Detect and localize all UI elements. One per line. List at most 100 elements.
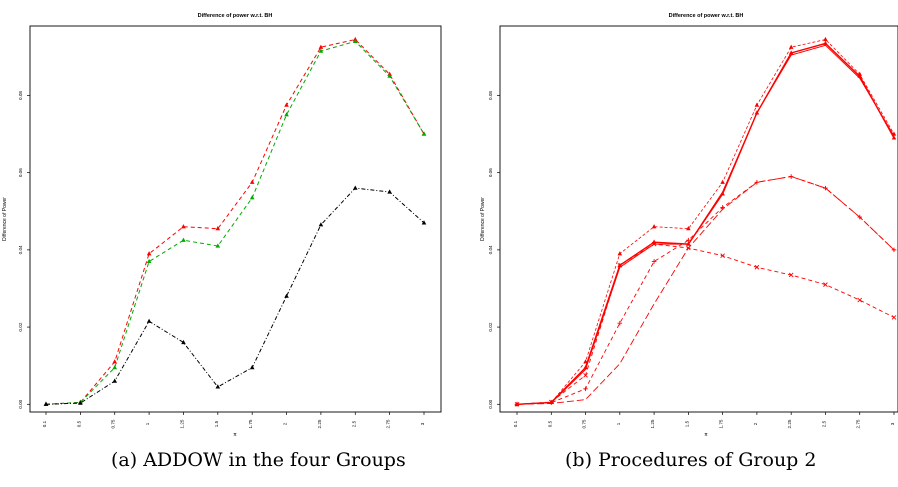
chart-a-xlabel: π: [233, 432, 237, 438]
chart-a-series-1-point: [146, 258, 152, 264]
chart-b-series-5-point: [754, 264, 760, 270]
chart-b-xtick-label: 2.25: [787, 419, 792, 428]
chart-a-ytick-label: 0.08: [18, 91, 23, 100]
chart-b-ytick-label: 0.04: [488, 245, 493, 254]
chart-b-series-0-point: [651, 224, 657, 229]
chart-a-series-2-point: [352, 185, 358, 190]
chart-b-series-0-point: [720, 179, 725, 184]
chart-b-series-5-point: [788, 272, 794, 278]
chart-b-series-5-line: [516, 243, 895, 405]
chart-b-xtick-label: 1: [616, 422, 621, 425]
chart-b-series-3-point: [548, 400, 554, 406]
chart-b-series-5-point: [651, 241, 657, 247]
chart-a-series-1-point: [215, 243, 221, 248]
chart-b-ytick-label: 0.00: [488, 399, 493, 408]
chart-a-series-2-point: [318, 222, 324, 227]
chart-a-series-1-point: [112, 365, 118, 370]
chart-b-series-5-point: [857, 297, 863, 303]
chart-b-series-1-point: [823, 40, 828, 45]
chart-a-series-2-point: [284, 293, 289, 298]
chart-b-ytick-label: 0.08: [488, 91, 493, 100]
chart-a-xtick-label: 2: [283, 422, 288, 425]
chart-b-series-0-point: [686, 226, 691, 231]
chart-a-series-2-point: [112, 378, 118, 383]
chart-a-series-1-point: [181, 237, 186, 242]
chart-b-series-2-line: [516, 44, 895, 405]
chart-a-series-0-point: [249, 179, 255, 184]
chart-a-ytick-label: 0.00: [18, 399, 23, 408]
chart-a-xtick-label: 0.75: [111, 419, 116, 428]
chart-b-series-0-point: [788, 44, 794, 49]
chart-a-series-0-point: [215, 226, 221, 231]
chart-b-series-1-point: [583, 365, 588, 370]
chart-a-series-1-point: [249, 195, 255, 200]
chart-b-series-3-point: [651, 259, 657, 264]
chart-a-xtick-label: 1.25: [179, 419, 184, 428]
chart-b-xlabel: π: [704, 432, 708, 438]
chart-b-series-3-line: [516, 176, 895, 405]
chart-b-axes: 0.00 0.02 0.04 0.06 0.08 0.1 0.5 0.75 1 1.25 1.5 1.…: [488, 91, 895, 429]
chart-b-series-3-point: [686, 237, 691, 243]
chart-b-series-5-point: [548, 399, 554, 405]
chart-a-xtick-label: 1: [145, 422, 150, 425]
chart-a-xtick-label: 1.75: [248, 419, 253, 428]
chart-a-series-0-point: [181, 224, 186, 229]
chart-a-series-0-line: [45, 38, 425, 405]
chart-a-xtick-label: 0.5: [76, 420, 81, 427]
chart-a: Difference of power w.r.t. BH Difference…: [2, 13, 442, 438]
chart-b-title: Difference of power w.r.t. BH: [669, 13, 744, 19]
chart-b-series-5-point: [823, 282, 828, 287]
chart-b-xtick-label: 0.1: [513, 420, 518, 427]
chart-b-series-3-point: [583, 386, 588, 392]
chart-b-series-5-point: [514, 401, 520, 407]
chart-a-series-0-point: [284, 102, 289, 107]
caption-b: (b) Procedures of Group 2: [565, 449, 817, 471]
chart-a-series-1-point: [318, 48, 324, 53]
chart-b-ylabel: Difference of Power: [480, 197, 486, 241]
chart-a-series-2-point: [215, 384, 221, 389]
chart-b-series-0-point: [617, 251, 623, 256]
chart-a-plot-frame: [29, 25, 442, 413]
chart-b-ytick-label: 0.06: [488, 168, 493, 177]
chart-b-series-5-point: [686, 245, 691, 251]
chart-b-xtick-label: 0.5: [547, 420, 552, 427]
chart-b-series-1-point: [891, 135, 897, 140]
chart-a-title: Difference of power w.r.t. BH: [198, 13, 273, 19]
chart-a-ytick-label: 0.02: [18, 322, 23, 331]
chart-b-series-0-point: [754, 102, 760, 107]
chart-b-xtick-label: 2.75: [856, 419, 861, 428]
chart-b-series-0-line: [516, 39, 895, 405]
chart-a-axes: 0.00 0.02 0.04 0.06 0.08 0.1 0.5 0.75 1 1.25 1.5 1.…: [18, 91, 425, 429]
chart-a-series-0-point: [318, 44, 324, 49]
chart-a-series-2-point: [387, 189, 392, 194]
chart-a-series-0-point: [112, 359, 118, 364]
chart-a-series-2-point: [181, 339, 186, 345]
chart-a-series-1-point: [421, 131, 427, 136]
chart-b-xtick-label: 1.5: [684, 420, 689, 427]
chart-b-series-1-line: [516, 42, 895, 405]
caption-a: (a) ADDOW in the four Groups: [111, 449, 406, 471]
chart-a-series-1-point: [352, 38, 358, 44]
chart-b-series: [514, 36, 897, 407]
chart-b-series-5-point: [720, 253, 725, 258]
chart-b-series-5-point: [617, 263, 623, 268]
chart-b-series-5-point: [583, 373, 588, 378]
chart-a-ytick-label: 0.04: [18, 245, 23, 254]
chart-b-series-5-point: [891, 315, 897, 320]
chart-a-series-1-point: [387, 73, 392, 78]
chart-a-series-2-point: [421, 220, 427, 225]
chart-a-xtick-label: 2.75: [386, 419, 391, 428]
chart-b-ytick-label: 0.02: [488, 322, 493, 331]
chart-a-series-2-point: [78, 400, 83, 405]
chart-a-xtick-label: 1.5: [214, 420, 219, 427]
charts-canvas: Difference of power w.r.t. BH Difference…: [2, 13, 898, 438]
chart-a-xtick-label: 3: [420, 422, 425, 425]
chart-b-series-4-line: [516, 176, 895, 405]
chart-a-series-2-point: [146, 318, 152, 323]
chart-a-ylabel: Difference of Power: [2, 197, 8, 241]
chart-a-series-0-point: [146, 251, 152, 256]
chart-a-xtick-label: 0.1: [42, 420, 47, 427]
chart-b: Difference of power w.r.t. BH Difference…: [480, 13, 898, 438]
chart-b-xtick-label: 3: [890, 422, 895, 425]
chart-b-xtick-label: 1.25: [650, 419, 655, 428]
